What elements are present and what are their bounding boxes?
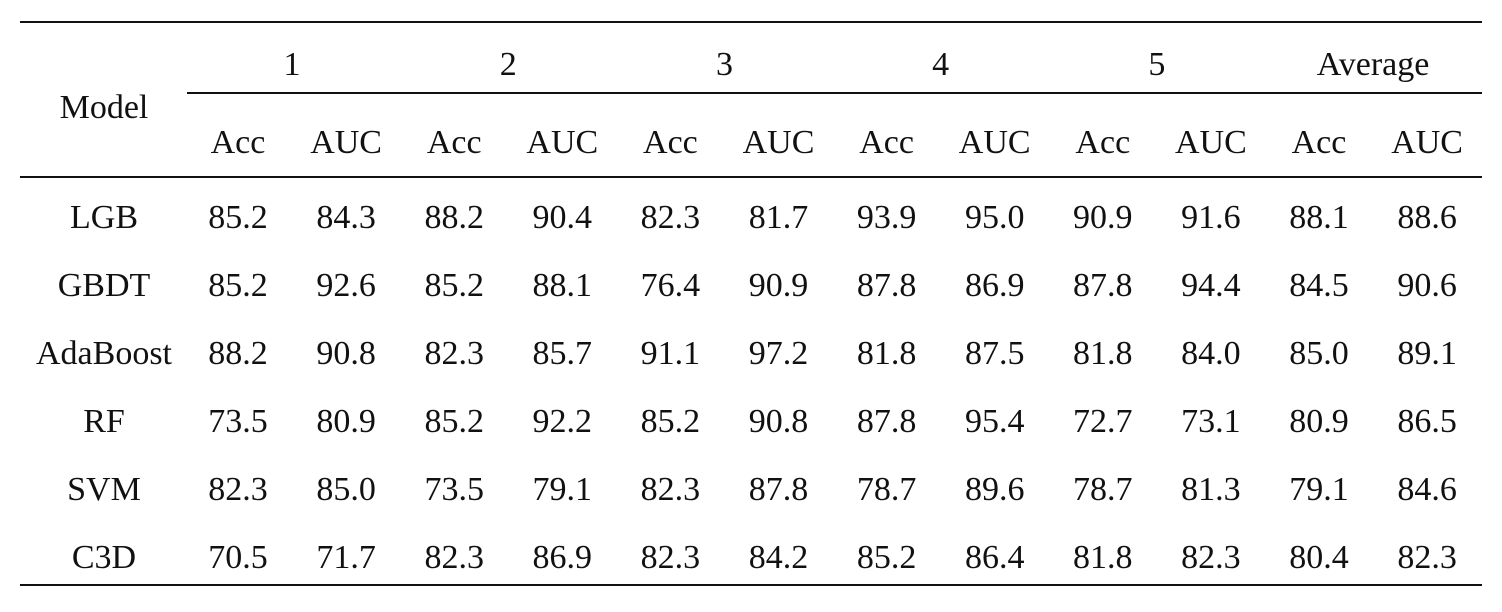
cell-value: 89.1: [1397, 335, 1457, 372]
cell-value: 88.1: [1289, 199, 1349, 236]
model-name: GBDT: [58, 267, 151, 304]
cell-value: 82.3: [1181, 539, 1241, 576]
cell-value: 85.0: [1289, 335, 1349, 372]
group-header: 1: [284, 46, 301, 83]
sub-header: AUC: [743, 124, 815, 161]
cell-value: 71.7: [316, 539, 376, 576]
cell-value: 92.6: [316, 267, 376, 304]
cell-value: 80.9: [316, 403, 376, 440]
cell-value: 85.2: [424, 267, 484, 304]
group-header: 4: [932, 46, 949, 83]
sub-header: AUC: [959, 124, 1031, 161]
group-header: 5: [1148, 46, 1165, 83]
sub-header: Acc: [427, 124, 482, 161]
sub-header: Acc: [859, 124, 914, 161]
cell-value: 85.0: [316, 471, 376, 508]
cell-value: 90.6: [1397, 267, 1457, 304]
sub-header: AUC: [310, 124, 382, 161]
model-name: SVM: [67, 471, 141, 508]
cell-value: 97.2: [749, 335, 809, 372]
cell-value: 84.3: [316, 199, 376, 236]
cell-value: 90.8: [749, 403, 809, 440]
cell-value: 85.2: [857, 539, 917, 576]
cell-value: 87.5: [965, 335, 1025, 372]
cell-value: 92.2: [533, 403, 593, 440]
cell-value: 90.4: [533, 199, 593, 236]
model-header: Model: [60, 89, 149, 126]
group-header: 2: [500, 46, 517, 83]
cell-value: 89.6: [965, 471, 1025, 508]
cell-value: 85.7: [533, 335, 593, 372]
cell-value: 78.7: [1073, 471, 1133, 508]
sub-header: Acc: [1075, 124, 1130, 161]
cell-value: 84.0: [1181, 335, 1241, 372]
cell-value: 76.4: [641, 267, 701, 304]
cell-value: 81.8: [1073, 335, 1133, 372]
sub-header: Acc: [643, 124, 698, 161]
cell-value: 73.5: [208, 403, 268, 440]
cell-value: 84.5: [1289, 267, 1349, 304]
cell-value: 78.7: [857, 471, 917, 508]
cell-value: 90.8: [316, 335, 376, 372]
cell-value: 79.1: [1289, 471, 1349, 508]
cell-value: 72.7: [1073, 403, 1133, 440]
cell-value: 86.9: [965, 267, 1025, 304]
cell-value: 79.1: [533, 471, 593, 508]
cell-value: 94.4: [1181, 267, 1241, 304]
cell-value: 88.2: [208, 335, 268, 372]
cell-value: 81.7: [749, 199, 809, 236]
cell-value: 84.2: [749, 539, 809, 576]
cell-value: 82.3: [424, 539, 484, 576]
cell-value: 82.3: [208, 471, 268, 508]
cell-value: 87.8: [857, 403, 917, 440]
cell-value: 82.3: [1397, 539, 1457, 576]
cell-value: 95.0: [965, 199, 1025, 236]
cell-value: 87.8: [1073, 267, 1133, 304]
cell-value: 88.2: [424, 199, 484, 236]
cell-value: 84.6: [1397, 471, 1457, 508]
cell-value: 90.9: [749, 267, 809, 304]
cell-value: 91.6: [1181, 199, 1241, 236]
cell-value: 80.4: [1289, 539, 1349, 576]
cell-value: 73.1: [1181, 403, 1241, 440]
cell-value: 81.3: [1181, 471, 1241, 508]
cell-value: 70.5: [208, 539, 268, 576]
cell-value: 86.5: [1397, 403, 1457, 440]
cell-value: 82.3: [641, 199, 701, 236]
sub-header: Acc: [211, 124, 266, 161]
sub-header: AUC: [526, 124, 598, 161]
cell-value: 82.3: [641, 539, 701, 576]
cell-value: 73.5: [424, 471, 484, 508]
cell-value: 88.1: [533, 267, 593, 304]
model-name: C3D: [72, 539, 136, 576]
cell-value: 81.8: [857, 335, 917, 372]
cell-value: 87.8: [857, 267, 917, 304]
cell-value: 85.2: [208, 199, 268, 236]
sub-header: Acc: [1292, 124, 1347, 161]
cell-value: 80.9: [1289, 403, 1349, 440]
cell-value: 88.6: [1397, 199, 1457, 236]
cell-value: 81.8: [1073, 539, 1133, 576]
model-name: LGB: [70, 199, 138, 236]
sub-header: AUC: [1175, 124, 1247, 161]
cell-value: 86.4: [965, 539, 1025, 576]
cell-value: 85.2: [424, 403, 484, 440]
cell-value: 87.8: [749, 471, 809, 508]
cell-value: 82.3: [424, 335, 484, 372]
model-name: RF: [83, 403, 125, 440]
cell-value: 85.2: [641, 403, 701, 440]
cell-value: 91.1: [641, 335, 701, 372]
group-header: 3: [716, 46, 733, 83]
cell-value: 90.9: [1073, 199, 1133, 236]
group-header: Average: [1317, 46, 1430, 83]
model-name: AdaBoost: [36, 335, 173, 372]
cell-value: 85.2: [208, 267, 268, 304]
cell-value: 95.4: [965, 403, 1025, 440]
cell-value: 82.3: [641, 471, 701, 508]
cell-value: 93.9: [857, 199, 917, 236]
sub-header: AUC: [1391, 124, 1463, 161]
cell-value: 86.9: [533, 539, 593, 576]
